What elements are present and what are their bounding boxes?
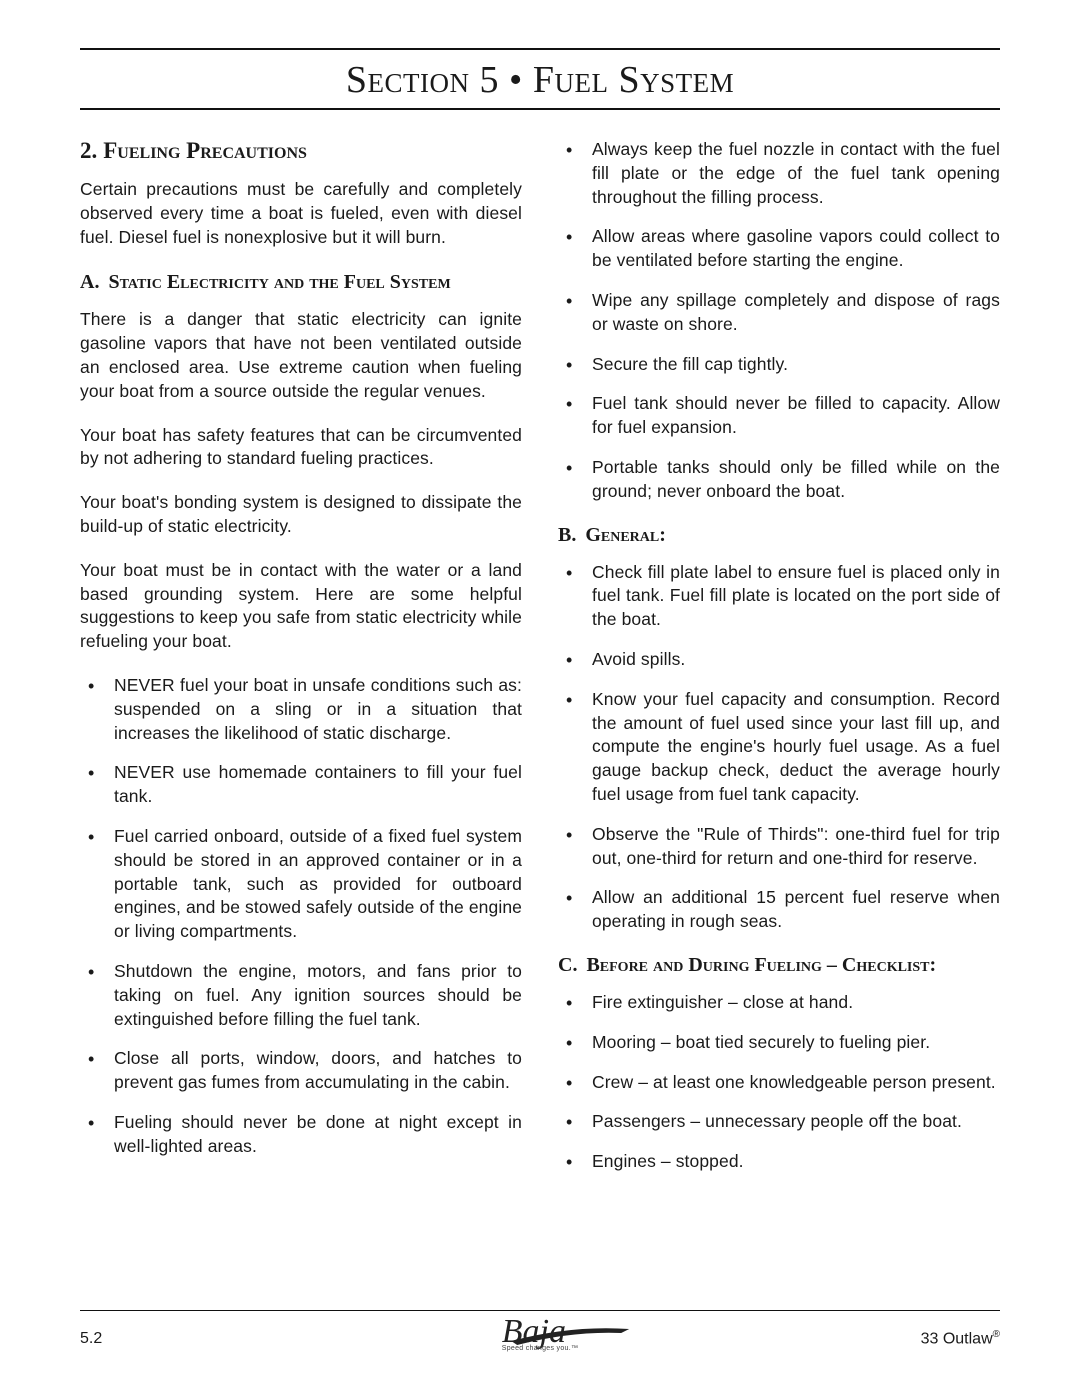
paragraph-a3: Your boat's bonding system is designed t… xyxy=(80,491,522,539)
list-static-electricity: NEVER fuel your boat in unsafe condition… xyxy=(80,674,522,1159)
subheading-label: B. xyxy=(558,524,576,546)
list-item: Allow areas where gasoline vapors could … xyxy=(558,225,1000,273)
model-text: 33 Outlaw xyxy=(921,1331,993,1348)
list-item: Engines – stopped. xyxy=(558,1150,1000,1174)
left-column: 2.Fueling Precautions Certain precaution… xyxy=(80,138,522,1190)
registered-mark: ® xyxy=(993,1329,1000,1340)
list-item: NEVER fuel your boat in unsafe condition… xyxy=(80,674,522,745)
footer-rule xyxy=(80,1310,1000,1311)
list-item: Passengers – unnecessary people off the … xyxy=(558,1110,1000,1134)
list-item: Always keep the fuel nozzle in contact w… xyxy=(558,138,1000,209)
model-name: 33 Outlaw® xyxy=(921,1329,1000,1348)
paragraph-a1: There is a danger that static electricit… xyxy=(80,308,522,403)
list-item: Fuel carried onboard, outside of a fixed… xyxy=(80,825,522,944)
header-rule-top xyxy=(80,48,1000,50)
subheading-checklist: C. Before and During Fueling – Checklist… xyxy=(558,952,1000,979)
section-title: Section 5 • Fuel System xyxy=(80,56,1000,108)
list-item: Avoid spills. xyxy=(558,648,1000,672)
subheading-general: B. General: xyxy=(558,522,1000,549)
list-item: Portable tanks should only be filled whi… xyxy=(558,456,1000,504)
list-static-electricity-cont: Always keep the fuel nozzle in contact w… xyxy=(558,138,1000,504)
list-item: Secure the fill cap tightly. xyxy=(558,353,1000,377)
list-item: Know your fuel capacity and consumption.… xyxy=(558,688,1000,807)
list-item: Fuel tank should never be filled to capa… xyxy=(558,392,1000,440)
list-item: Close all ports, window, doors, and hatc… xyxy=(80,1047,522,1095)
subheading-label: A. xyxy=(80,271,99,293)
list-item: Check fill plate label to ensure fuel is… xyxy=(558,561,1000,632)
list-item: Crew – at least one knowledgeable person… xyxy=(558,1071,1000,1095)
right-column: Always keep the fuel nozzle in contact w… xyxy=(558,138,1000,1190)
list-item: Wipe any spillage completely and dispose… xyxy=(558,289,1000,337)
list-general: Check fill plate label to ensure fuel is… xyxy=(558,561,1000,934)
footer-row: 5.2 Baja Speed changes you.™ 33 Outlaw® xyxy=(80,1319,1000,1359)
paragraph-a4: Your boat must be in contact with the wa… xyxy=(80,559,522,654)
page-number: 5.2 xyxy=(80,1330,102,1348)
list-item: Allow an additional 15 percent fuel rese… xyxy=(558,886,1000,934)
list-item: Shutdown the engine, motors, and fans pr… xyxy=(80,960,522,1031)
subheading-text: General: xyxy=(585,524,666,546)
list-item: Fire extinguisher – close at hand. xyxy=(558,991,1000,1015)
page: Section 5 • Fuel System 2.Fueling Precau… xyxy=(0,0,1080,1397)
page-footer: 5.2 Baja Speed changes you.™ 33 Outlaw® xyxy=(80,1310,1000,1359)
header-rule-bottom xyxy=(80,108,1000,110)
list-checklist: Fire extinguisher – close at hand. Moori… xyxy=(558,991,1000,1174)
heading-number: 2. xyxy=(80,138,97,163)
list-item: Mooring – boat tied securely to fueling … xyxy=(558,1031,1000,1055)
heading-text: Fueling Precautions xyxy=(103,138,307,163)
subheading-static-electricity: A. Static Electricity and the Fuel Syste… xyxy=(80,269,522,296)
heading-fueling-precautions: 2.Fueling Precautions xyxy=(80,138,522,164)
subheading-label: C. xyxy=(558,954,577,976)
brand-logo: Baja Speed changes you.™ xyxy=(502,1315,579,1352)
list-item: Fueling should never be done at night ex… xyxy=(80,1111,522,1159)
list-item: Observe the "Rule of Thirds": one-third … xyxy=(558,823,1000,871)
paragraph-a2: Your boat has safety features that can b… xyxy=(80,424,522,472)
logo-tagline: Speed changes you.™ xyxy=(502,1345,579,1352)
list-item: NEVER use homemade containers to fill yo… xyxy=(80,761,522,809)
intro-paragraph: Certain precautions must be carefully an… xyxy=(80,178,522,249)
subheading-text: Before and During Fueling – Checklist: xyxy=(586,954,936,976)
subheading-text: Static Electricity and the Fuel System xyxy=(108,271,450,293)
content-columns: 2.Fueling Precautions Certain precaution… xyxy=(80,138,1000,1190)
